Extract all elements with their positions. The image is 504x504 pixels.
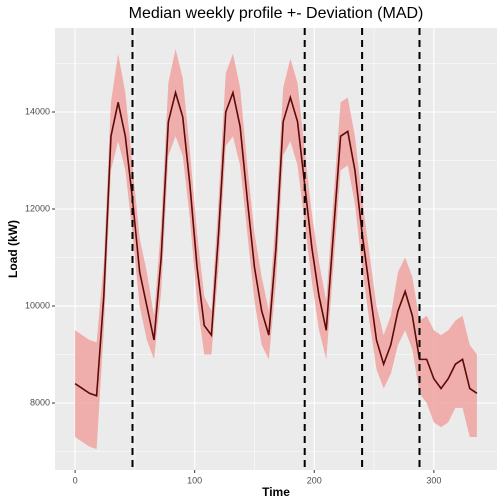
y-tick-label: 12000 xyxy=(25,203,50,213)
x-axis-label: Time xyxy=(262,485,290,499)
y-tick-label: 10000 xyxy=(25,300,50,310)
x-tick-label: 200 xyxy=(307,475,322,485)
y-axis-label: Load (kW) xyxy=(6,220,20,278)
marks xyxy=(74,28,478,470)
chart-title: Median weekly profile +- Deviation (MAD) xyxy=(129,5,424,22)
x-tick-label: 0 xyxy=(73,475,78,485)
y-tick-label: 8000 xyxy=(30,397,50,407)
x-tick-label: 300 xyxy=(426,475,441,485)
y-tick-label: 14000 xyxy=(25,106,50,116)
x-tick-label: 100 xyxy=(187,475,202,485)
median-line xyxy=(74,89,478,397)
